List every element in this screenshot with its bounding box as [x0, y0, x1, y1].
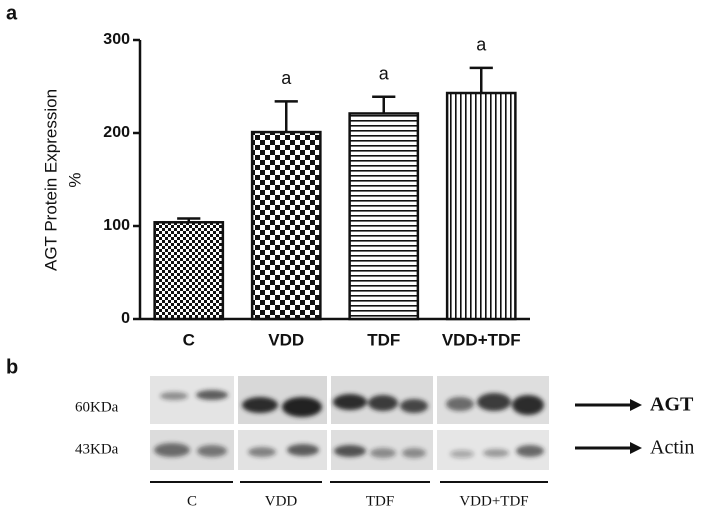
x-tick-label: C [183, 330, 195, 349]
x-tick-label: TDF [367, 330, 400, 349]
x-tick-label: VDD [268, 330, 304, 349]
protein-label: AGT [650, 394, 694, 416]
group-label: VDD [265, 493, 298, 509]
y-label: % [65, 172, 84, 187]
bar [250, 130, 322, 321]
y-tick-label: 0 [121, 310, 130, 327]
y-label: AGT Protein Expression [41, 89, 60, 271]
annotation: a [281, 68, 292, 88]
size-label: 60KDa [75, 399, 119, 415]
bands [154, 390, 544, 458]
y-tick-label: 100 [103, 217, 130, 234]
western-blot: C VDD TDF VDD+TDF 60KDa 43KDa AGT Actin [75, 376, 694, 509]
group-label: C [187, 493, 197, 509]
y-axis-title: AGT Protein Expression % [41, 89, 84, 271]
y-tick-label: 300 [103, 31, 130, 48]
annotation: a [379, 63, 390, 83]
panel-label: a [6, 2, 18, 24]
x-tick-label: VDD+TDF [442, 330, 521, 349]
y-tick-label: 200 [103, 124, 130, 141]
arrow-head [630, 442, 642, 454]
bar [153, 221, 225, 321]
blot-strip [150, 376, 234, 424]
annotation: a [476, 35, 487, 55]
panel-label: b [6, 356, 18, 378]
bar [348, 112, 420, 321]
bar [445, 91, 517, 321]
group-label: VDD+TDF [459, 493, 528, 509]
arrow-head [630, 399, 642, 411]
protein-label: Actin [650, 437, 694, 459]
size-label: 43KDa [75, 441, 119, 457]
group-label: TDF [366, 493, 394, 509]
